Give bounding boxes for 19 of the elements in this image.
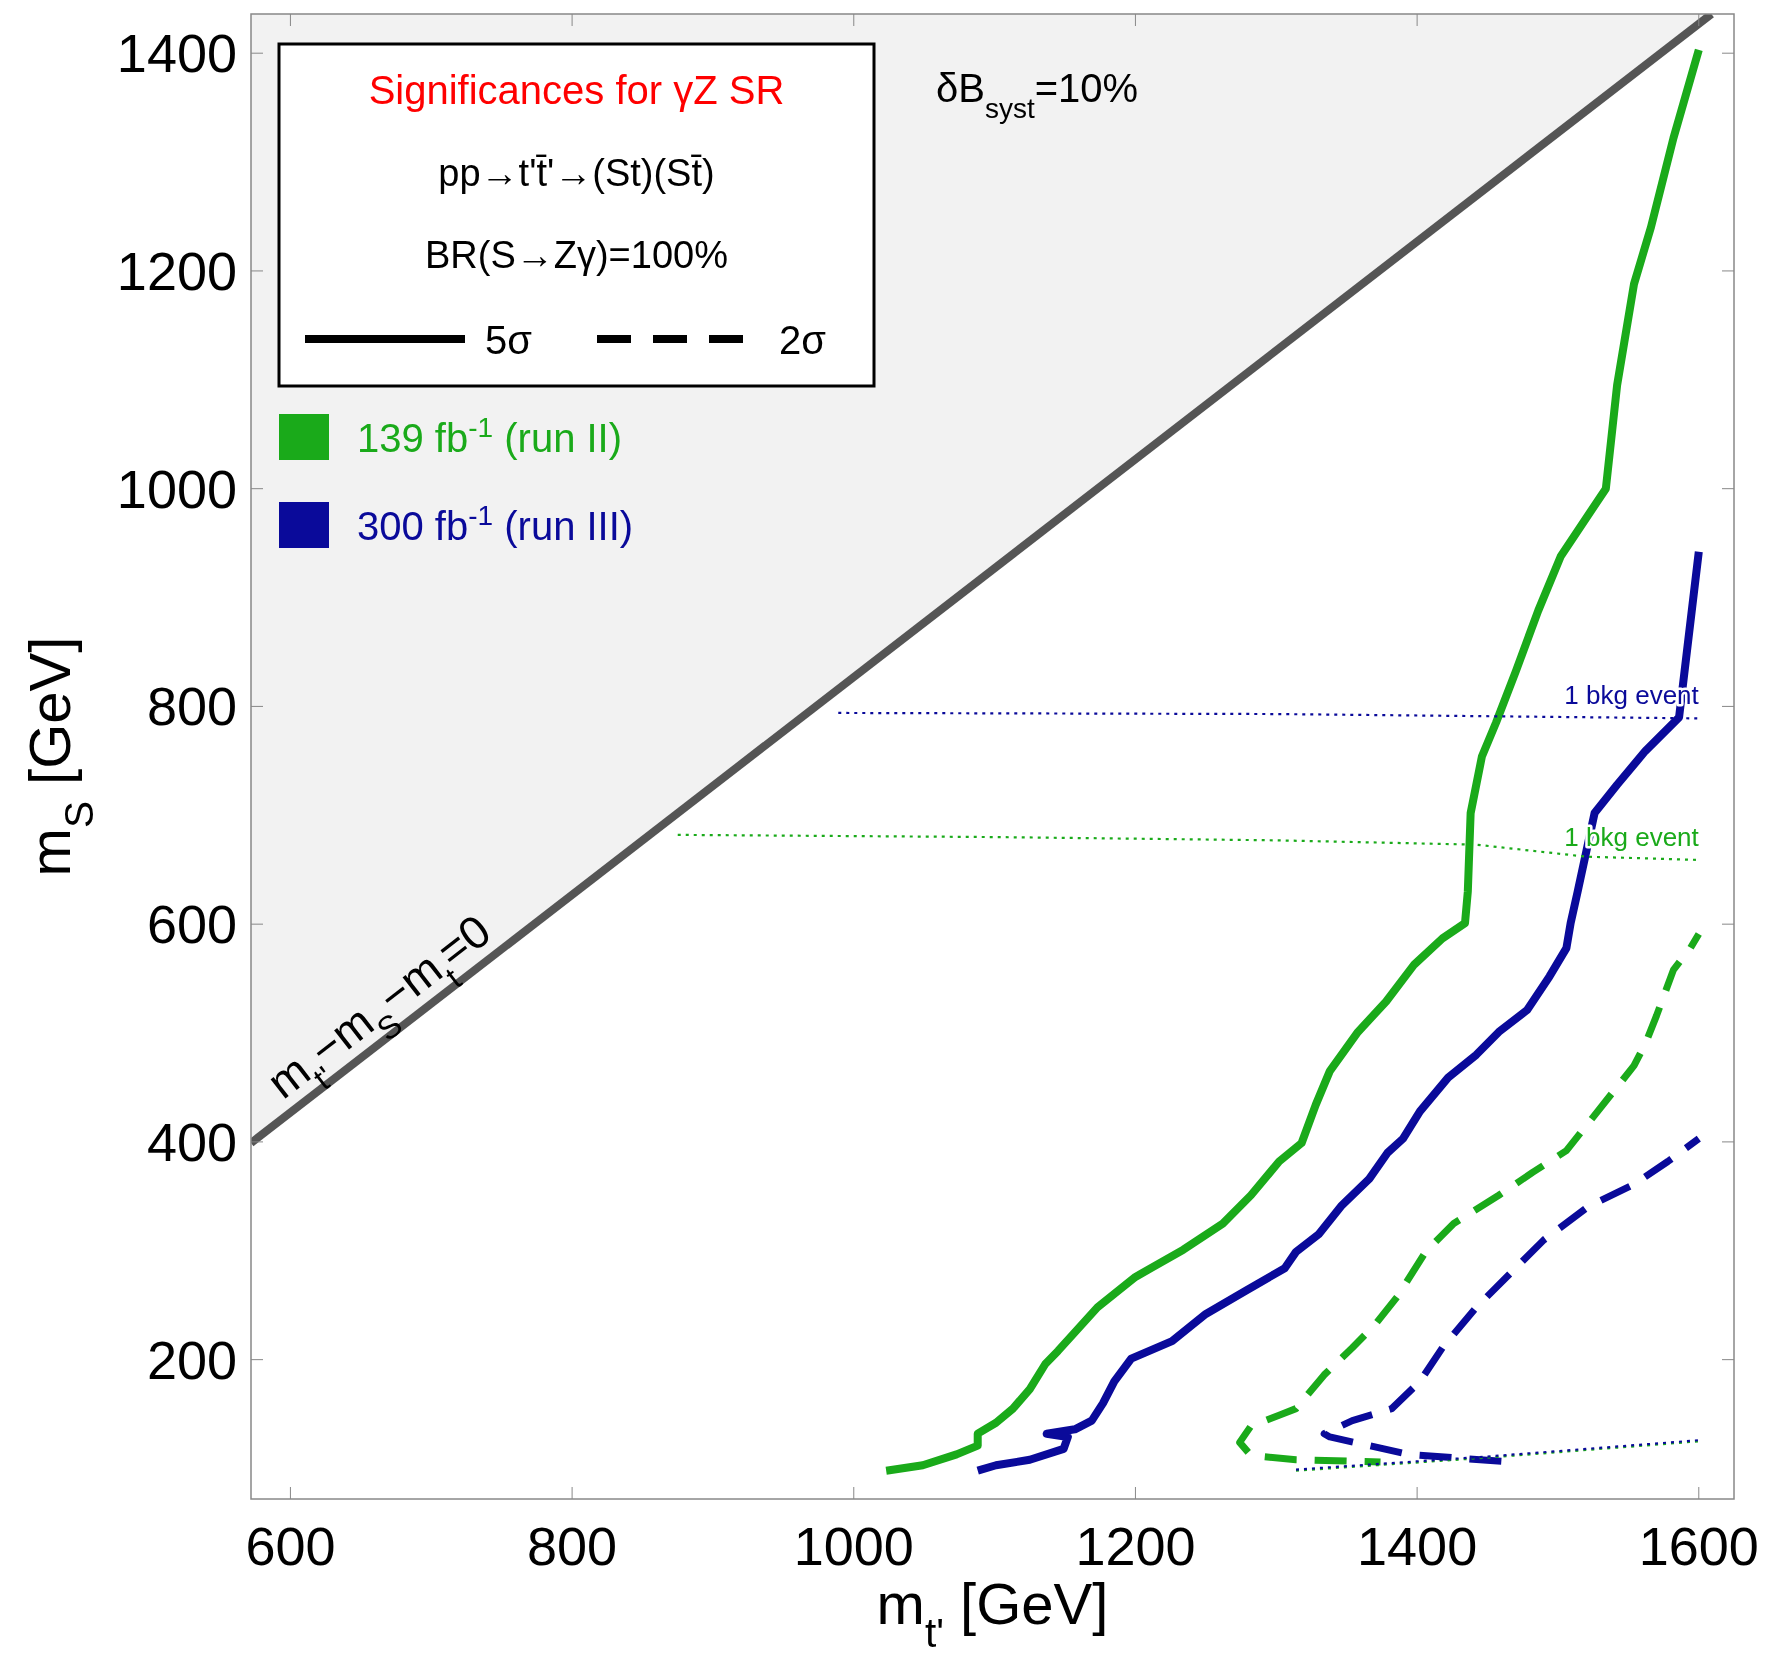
x-tick-label: 1600 <box>1638 1516 1759 1576</box>
legend-label: 139 fb$^{-1}$ (run II) <box>357 411 623 460</box>
y-tick-label: 800 <box>146 676 237 737</box>
annotation: 2σ <box>779 318 827 362</box>
legend-label: 300 fb$^{-1}$ (run III) <box>357 499 634 548</box>
annotation: pp→t't̄'→(St)(St̄) <box>438 152 715 194</box>
legend-title: Significances for γZ SR <box>368 68 785 112</box>
y-tick-label: 400 <box>146 1111 237 1172</box>
annotation: BR(S→Zγ)=100% <box>424 234 729 276</box>
y-tick-label: 200 <box>146 1329 237 1390</box>
x-tick-label: 1400 <box>1357 1516 1478 1576</box>
annotation: 5σ <box>485 318 533 362</box>
annotation: δB$_{syst}$=10% <box>935 66 1139 124</box>
y-tick-label: 1400 <box>116 23 237 84</box>
x-tick-label: 600 <box>245 1516 336 1576</box>
y-tick-label: 1000 <box>116 458 237 519</box>
y-tick-label: 600 <box>146 894 237 955</box>
x-tick-label: 800 <box>527 1516 618 1576</box>
y-tick-label: 1200 <box>116 240 237 301</box>
